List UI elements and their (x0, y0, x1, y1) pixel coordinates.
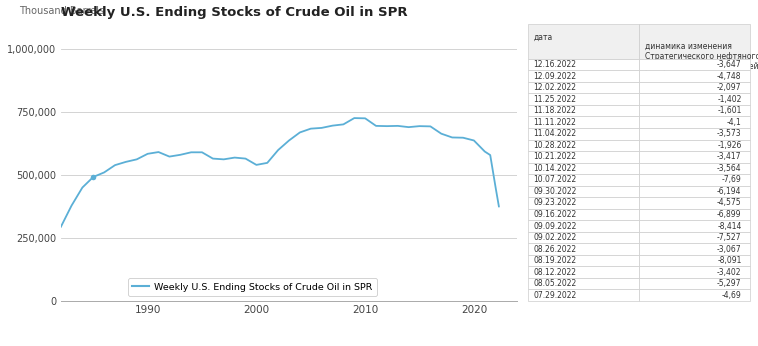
Legend: Weekly U.S. Ending Stocks of Crude Oil in SPR: Weekly U.S. Ending Stocks of Crude Oil i… (127, 278, 377, 296)
Text: Weekly U.S. Ending Stocks of Crude Oil in SPR: Weekly U.S. Ending Stocks of Crude Oil i… (61, 6, 407, 19)
Text: Thousand Barrels: Thousand Barrels (20, 6, 105, 16)
